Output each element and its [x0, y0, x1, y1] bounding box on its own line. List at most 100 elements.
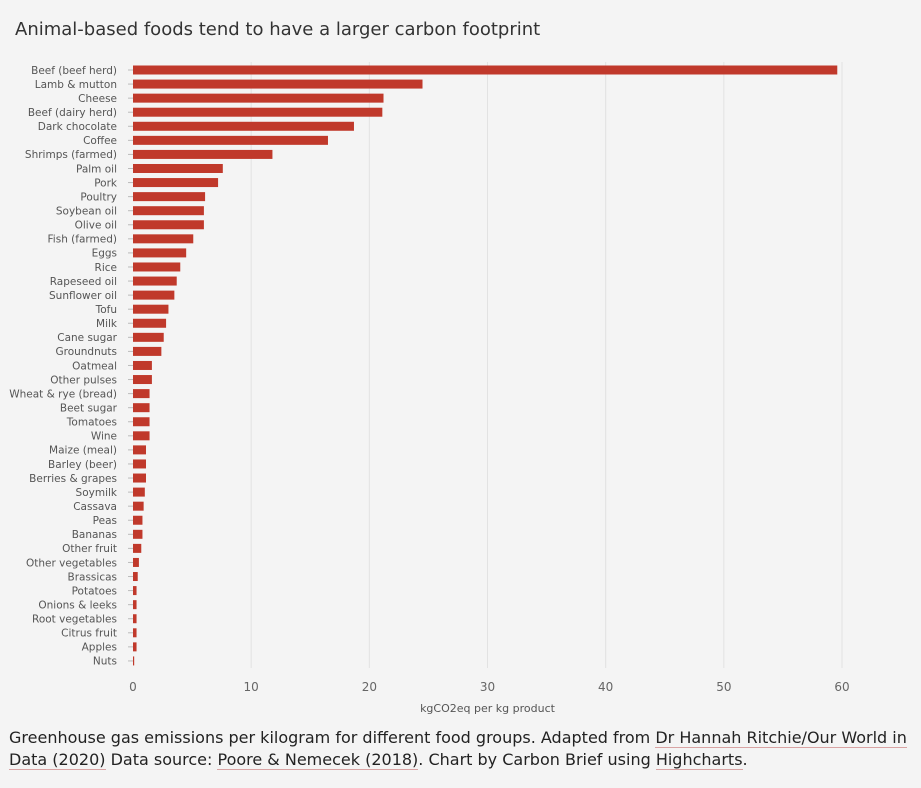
bar	[133, 149, 273, 159]
category-label: Root vegetables	[32, 614, 117, 626]
bar	[133, 614, 137, 624]
bar	[133, 431, 150, 441]
bar	[133, 135, 328, 145]
bar	[133, 403, 150, 413]
highcharts-link[interactable]: Highcharts	[655, 750, 743, 770]
category-label: Bananas	[72, 529, 117, 541]
bar	[133, 586, 137, 596]
x-tick-label: 20	[362, 680, 377, 694]
category-label: Cheese	[78, 93, 117, 105]
bar	[133, 79, 423, 89]
category-label: Other fruit	[62, 543, 117, 555]
category-label: Olive oil	[75, 220, 117, 232]
bar	[133, 290, 175, 300]
category-label: Tomatoes	[66, 417, 117, 429]
bar	[133, 93, 384, 103]
bar	[133, 473, 146, 483]
x-tick-label: 50	[716, 680, 731, 694]
bar	[133, 107, 383, 117]
bar	[133, 487, 145, 497]
bar	[133, 600, 137, 610]
x-tick-label: 0	[129, 680, 137, 694]
category-label: Pork	[94, 177, 118, 189]
category-label: Soymilk	[76, 487, 118, 499]
category-label: Citrus fruit	[61, 628, 117, 640]
category-label: Poultry	[80, 191, 117, 203]
bar	[133, 248, 187, 258]
bar	[133, 65, 838, 75]
category-label: Beet sugar	[60, 402, 118, 414]
category-label: Eggs	[92, 248, 117, 260]
bar	[133, 417, 150, 427]
bar	[133, 529, 143, 539]
bar-chart: 0 10 20 30 40 50 60 Beef (beef herd) Lamb & mutt…	[9, 62, 850, 715]
bar	[133, 332, 164, 342]
x-axis-title: kgCO2eq per kg product	[420, 702, 556, 715]
caption-text: .	[742, 750, 748, 769]
category-label: Beef (beef herd)	[31, 65, 117, 77]
bar	[133, 304, 169, 314]
category-label: Barley (beer)	[48, 459, 117, 471]
bar	[133, 121, 354, 131]
category-label: Apples	[82, 642, 117, 654]
chart-title: Animal-based foods tend to have a larger…	[15, 19, 541, 40]
bar	[133, 389, 150, 399]
owid-link[interactable]: Dr Hannah Ritchie/Our World in Data (202…	[9, 728, 907, 770]
category-label: Wheat & rye (bread)	[9, 388, 117, 400]
x-tick-label: 30	[480, 680, 495, 694]
bar	[133, 375, 152, 385]
category-label: Berries & grapes	[29, 473, 117, 485]
caption-text: Greenhouse gas emissions per kilogram fo…	[9, 728, 656, 747]
poore-nemecek-link[interactable]: Poore & Nemecek (2018)	[217, 750, 419, 770]
category-label: Palm oil	[76, 163, 117, 175]
category-label: Onions & leeks	[38, 599, 117, 611]
category-label: Groundnuts	[55, 346, 117, 358]
bar	[133, 543, 142, 553]
category-label: Potatoes	[72, 585, 117, 597]
bar	[133, 628, 137, 638]
category-label: Wine	[91, 431, 117, 443]
category-label: Cassava	[73, 501, 117, 513]
category-label: Peas	[93, 515, 117, 527]
bar	[133, 163, 223, 173]
bar	[133, 318, 167, 328]
x-tick-label: 40	[598, 680, 613, 694]
x-tick-label: 10	[244, 680, 259, 694]
category-label: Sunflower oil	[49, 290, 117, 302]
bar	[133, 557, 139, 567]
bar	[133, 642, 137, 652]
x-tick-label: 60	[834, 680, 849, 694]
bar	[133, 501, 144, 511]
category-label: Beef (dairy herd)	[28, 107, 117, 119]
category-label: Other vegetables	[26, 557, 117, 569]
bar	[133, 515, 143, 525]
category-label: Maize (meal)	[49, 445, 117, 457]
category-label: Tofu	[95, 304, 117, 316]
bar	[133, 178, 219, 188]
caption-text: Data source:	[105, 750, 218, 769]
category-label: Rapeseed oil	[50, 276, 117, 288]
category-label: Shrimps (farmed)	[25, 149, 117, 161]
category-label: Nuts	[93, 656, 117, 668]
category-label: Other pulses	[50, 374, 117, 386]
category-label: Fish (farmed)	[48, 234, 117, 246]
category-label: Coffee	[83, 135, 117, 147]
bar	[133, 276, 177, 286]
bar	[133, 262, 181, 272]
bar	[133, 220, 204, 230]
bar	[133, 445, 146, 455]
bar	[133, 206, 204, 216]
bar	[133, 360, 152, 370]
bar	[133, 234, 194, 244]
category-label: Soybean oil	[56, 206, 117, 218]
bar	[133, 656, 135, 666]
category-label: Oatmeal	[72, 360, 117, 372]
chart-caption: Greenhouse gas emissions per kilogram fo…	[9, 727, 909, 771]
category-label: Rice	[95, 262, 117, 274]
category-label: Milk	[96, 318, 118, 330]
bar	[133, 192, 206, 202]
bar	[133, 346, 162, 356]
bar	[133, 459, 146, 469]
bar	[133, 572, 138, 582]
